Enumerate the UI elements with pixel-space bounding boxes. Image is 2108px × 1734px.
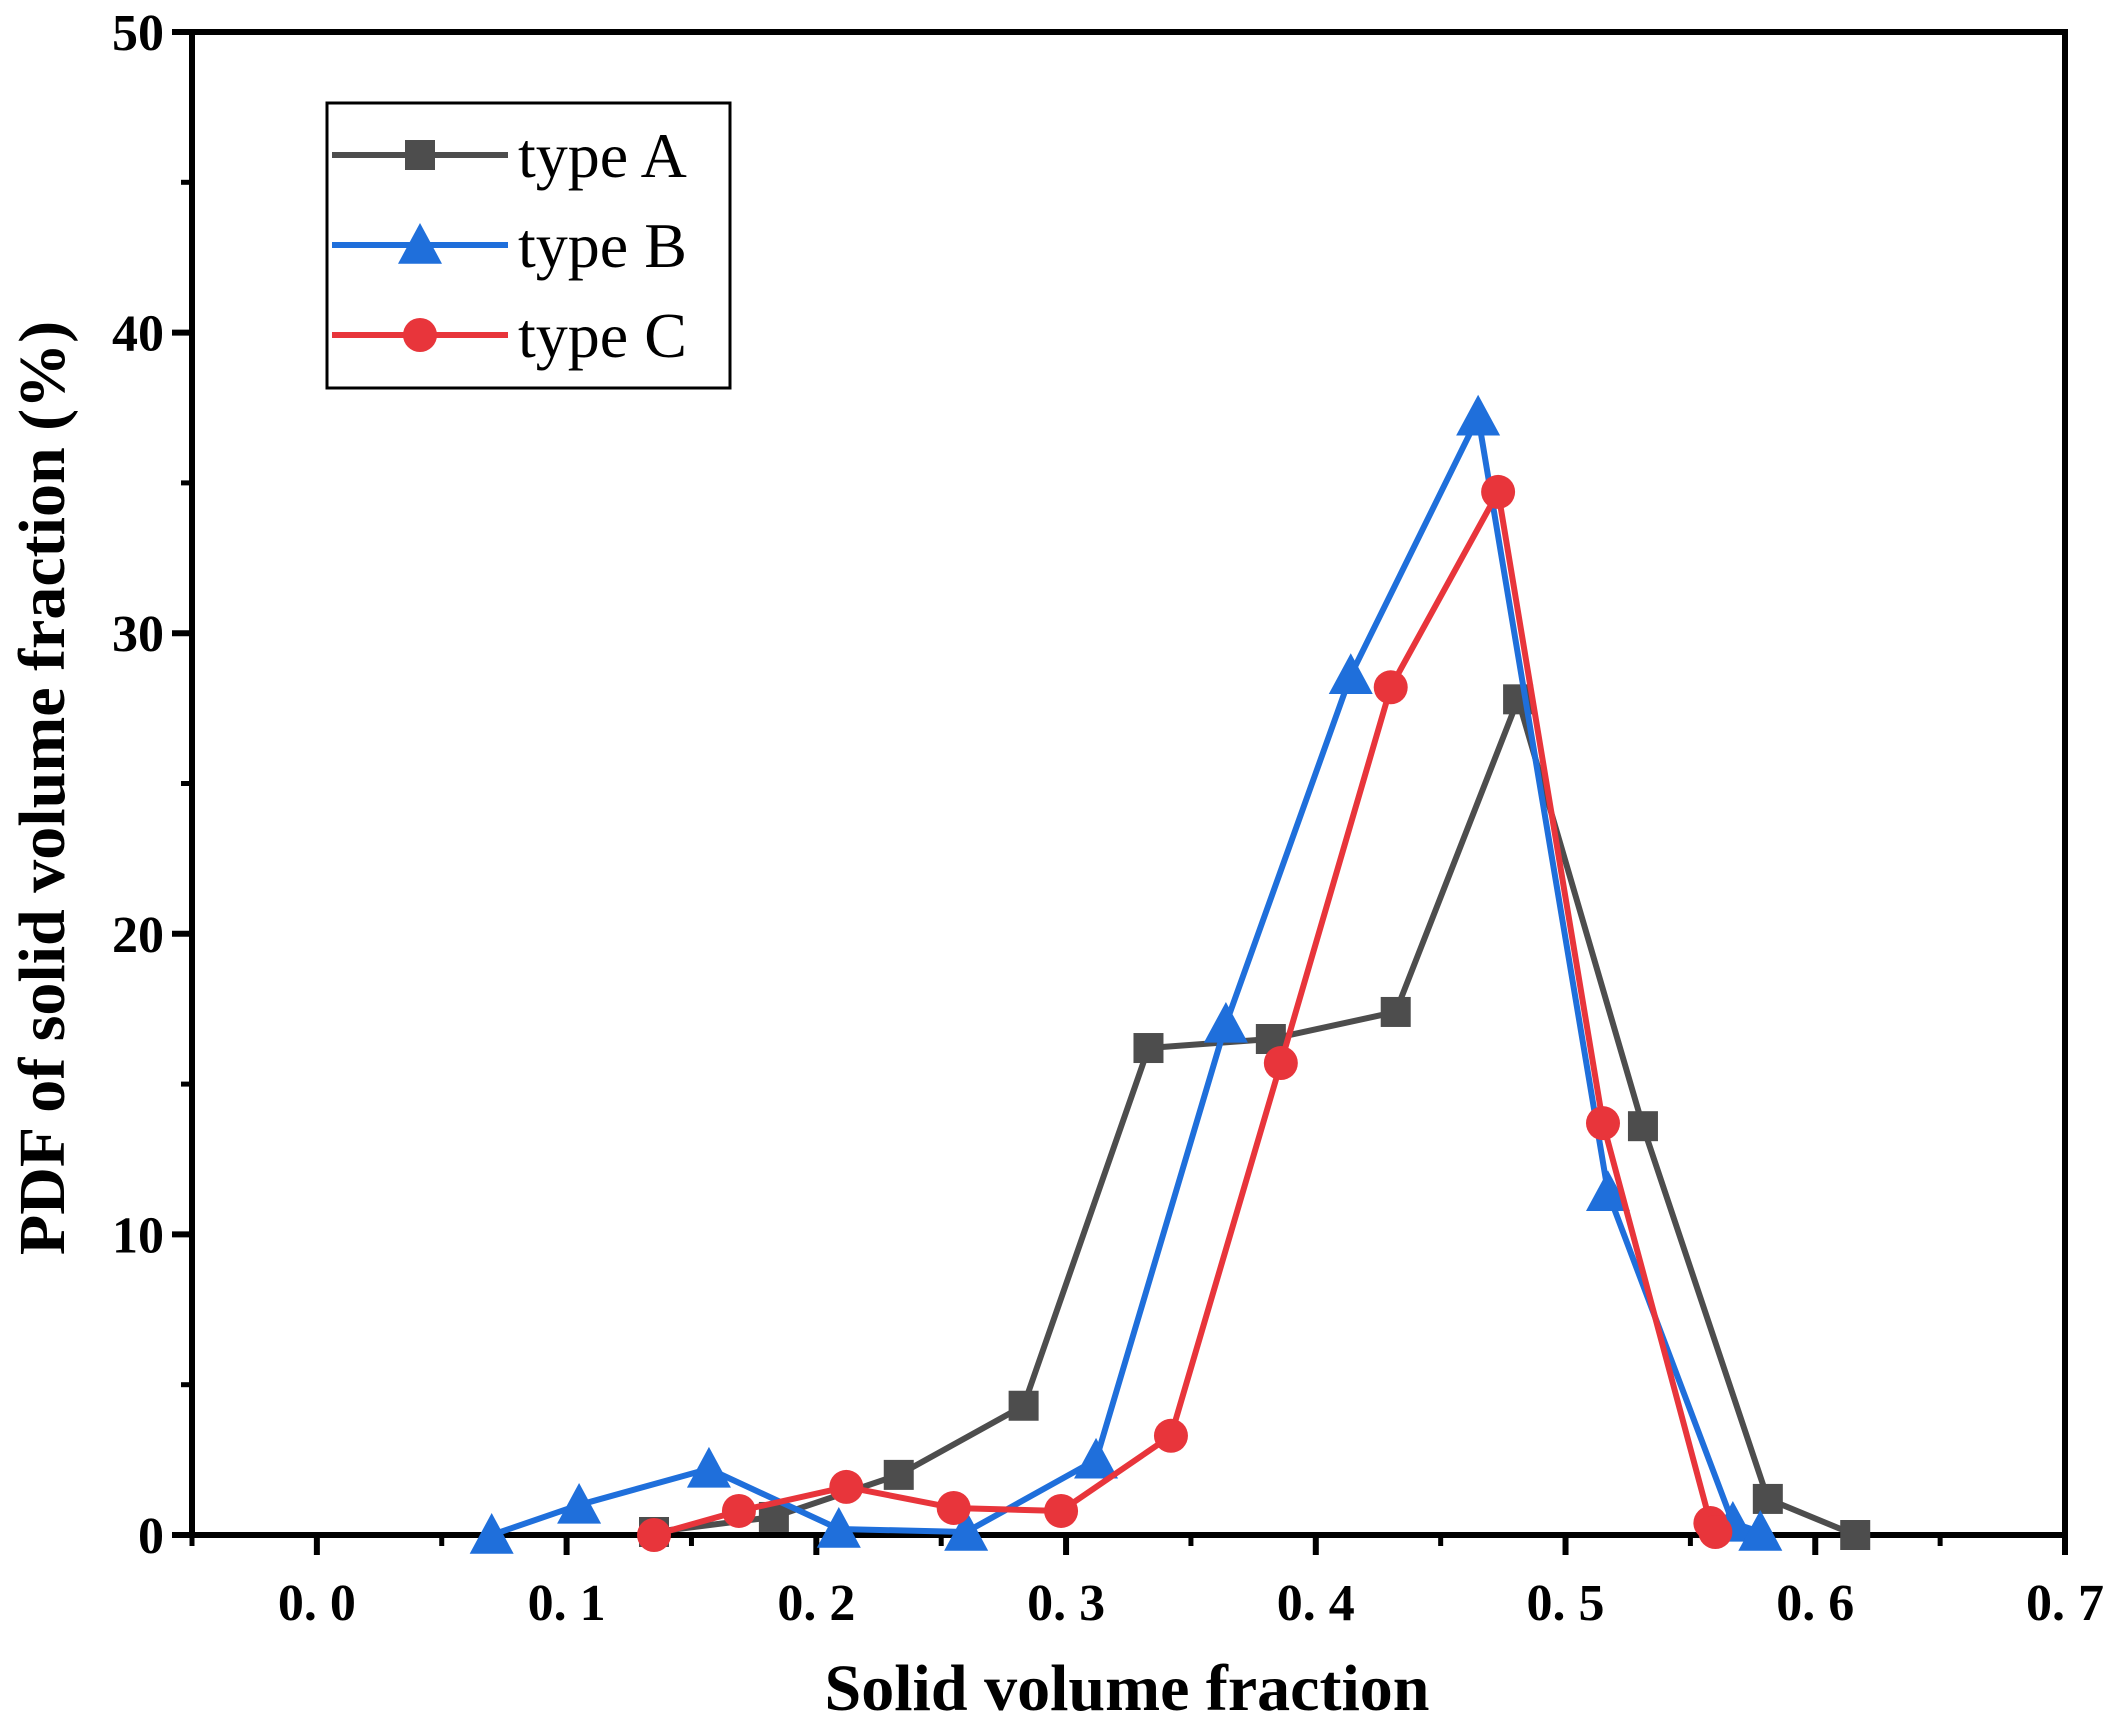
data-point-type-b [1203,1001,1248,1043]
series-type-c [637,474,1733,1552]
y-tick-label: 20 [112,907,164,964]
data-point-type-a [883,1459,914,1490]
x-tick-label: 0. 5 [1527,1575,1605,1632]
legend: type A type B type C [325,101,732,390]
x-tick-label: 0. 4 [1277,1575,1355,1632]
x-axis-title: Solid volume fraction [825,1652,1430,1725]
series-line-type-a [653,696,1857,1538]
data-point-type-b [1074,1437,1119,1479]
legend-marker-type-c [403,318,437,352]
data-point-type-a [1840,1520,1871,1550]
legend-item-type-a: type A [332,120,687,191]
legend-item-type-b: type B [332,210,687,281]
data-point-type-a [1380,996,1411,1027]
series-line-type-b [490,413,1762,1538]
series-line-type-c [653,488,1718,1538]
data-point-type-b [686,1446,731,1488]
data-point-type-a [1008,1390,1039,1421]
x-tick-label: 0. 3 [1027,1575,1105,1632]
x-tick-label: 0. 6 [1776,1575,1854,1632]
x-tick-label: 0. 1 [528,1575,606,1632]
legend-marker-type-b [398,223,442,264]
legend-marker-type-a [405,140,435,170]
data-point-type-b [557,1482,602,1524]
data-point-type-c [1698,1514,1733,1549]
data-point-type-a [1752,1483,1783,1514]
y-tick-label: 40 [112,306,164,363]
legend-label-type-c: type C [518,300,687,371]
data-point-type-c [721,1493,756,1528]
data-point-type-b [944,1509,989,1551]
series-layer [469,394,1871,1554]
legend-label-type-b: type B [518,210,687,281]
data-point-type-b [469,1513,514,1554]
x-tick-label: 0. 7 [2026,1575,2104,1632]
legend-item-type-c: type C [332,300,687,371]
data-point-type-a [1627,1111,1658,1142]
data-point-type-c [1373,670,1408,705]
data-point-type-b [1328,653,1373,694]
y-tick-label: 30 [112,606,164,663]
y-tick-label: 0 [138,1508,164,1565]
data-point-type-b [1456,394,1501,436]
data-point-type-b [816,1506,861,1548]
data-point-type-c [1263,1046,1298,1081]
legend-label-type-a: type A [518,120,687,191]
y-tick-label: 50 [112,5,164,62]
data-point-type-b [1585,1170,1630,1212]
data-point-type-c [829,1469,864,1504]
axes: 0. 0 0. 1 0. 2 0. 3 0. 4 0. 5 0. 6 0. 7 0 10 20 30 4… [112,5,2104,1632]
y-tick-label: 10 [112,1207,164,1264]
data-point-type-c [637,1518,672,1552]
data-point-type-b [1738,1509,1783,1551]
data-point-type-c [936,1490,971,1525]
series-type-b [469,394,1783,1554]
y-axis-title: PDF of solid volume fraction (%) [6,321,79,1255]
x-tick-label: 0. 0 [278,1575,356,1632]
x-tick-label: 0. 2 [777,1575,855,1632]
data-point-type-c [1153,1418,1188,1453]
data-point-type-a [1133,1033,1164,1064]
data-point-type-c [1481,474,1516,509]
data-point-type-c [1585,1106,1620,1141]
data-point-type-c [1044,1493,1079,1528]
